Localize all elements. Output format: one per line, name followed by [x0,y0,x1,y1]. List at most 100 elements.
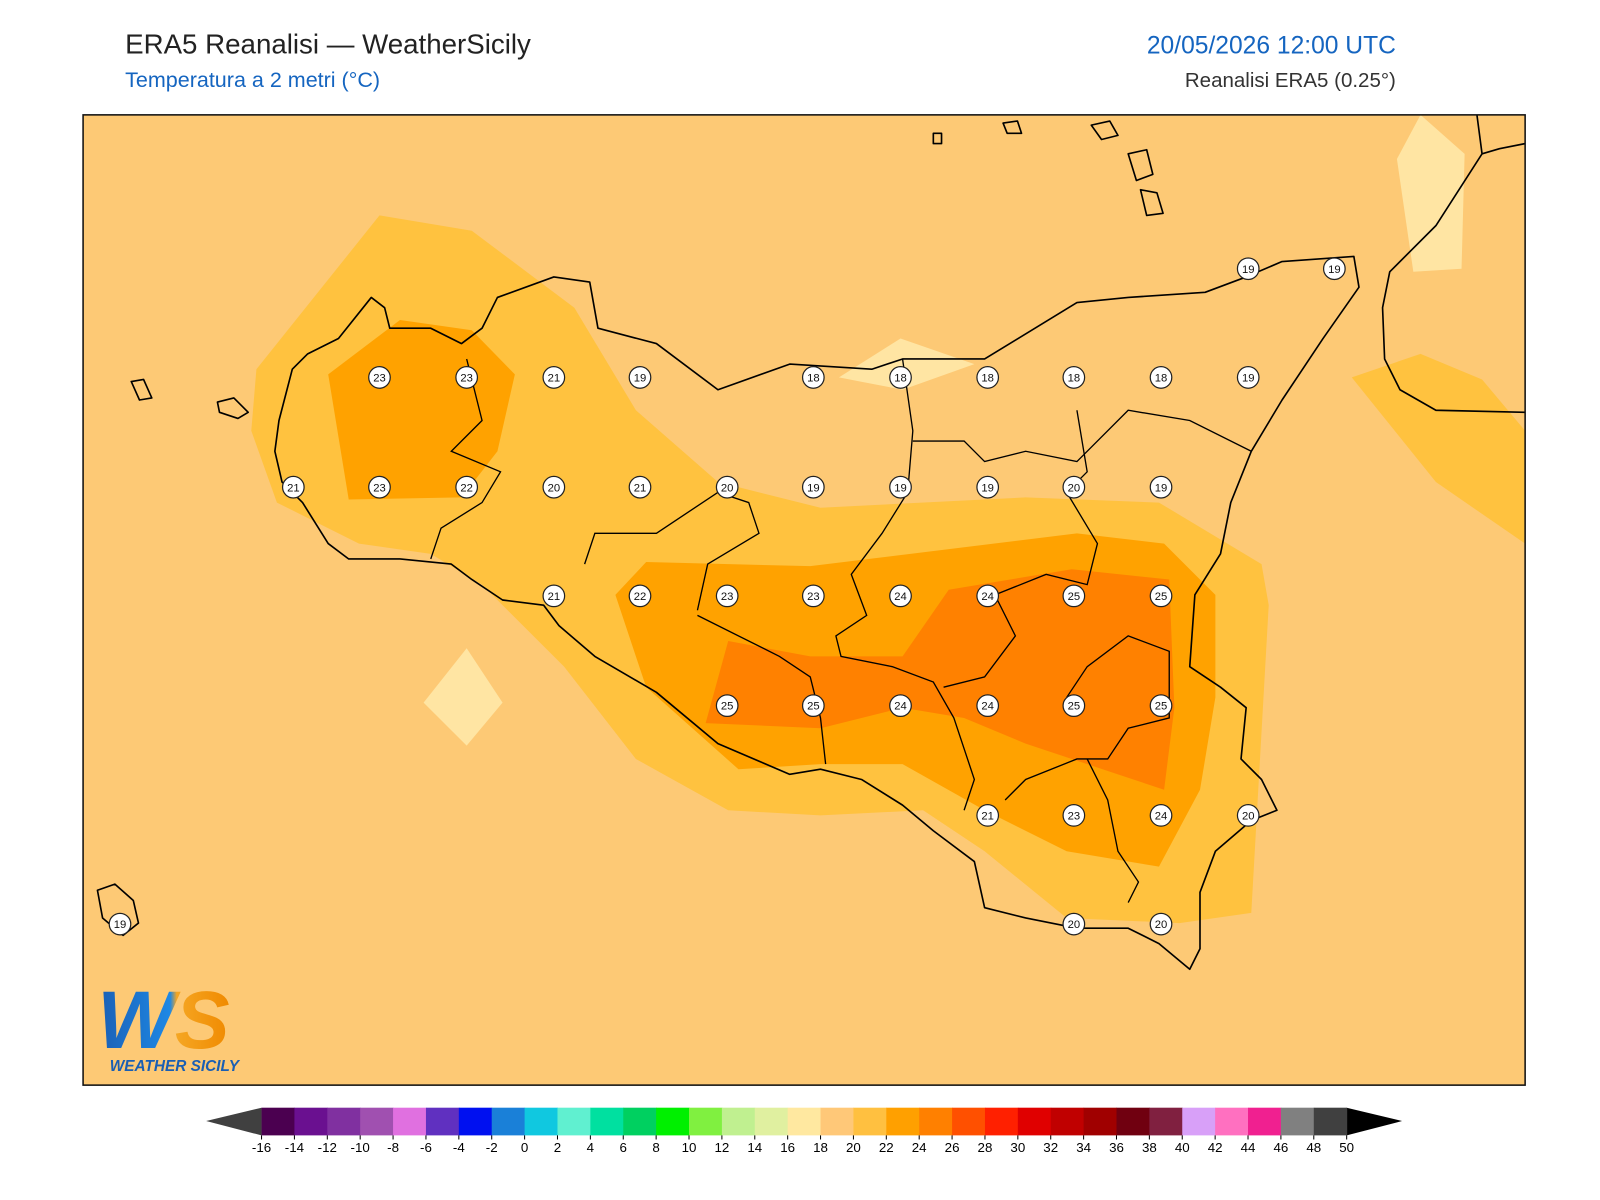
station-marker [455,475,479,499]
station-value: 21 [548,373,561,385]
station: 25 [801,694,825,718]
station-value: 21 [548,591,561,603]
colorbar-bin [1215,1107,1249,1136]
station-value: 25 [1068,701,1081,713]
station: 19 [1236,257,1260,281]
station-value: 19 [1328,264,1341,276]
station: 21 [976,804,1000,827]
station-marker [1062,694,1086,718]
station-marker [1236,366,1260,389]
colorbar-tick-label: 24 [912,1140,927,1155]
colorbar-bin [787,1107,822,1136]
station-value: 25 [807,701,820,713]
station-marker [542,475,566,499]
station-value: 20 [1155,919,1168,931]
colorbar-tick-label: 26 [945,1140,960,1155]
contour-16-18 [423,114,1465,746]
station-marker [1149,366,1173,389]
station: 19 [1236,366,1260,389]
station-marker [976,694,1000,718]
station: 23 [801,584,825,608]
colorbar-bin [261,1107,295,1136]
station: 25 [1149,584,1173,608]
colorbar-tick-label: 38 [1142,1140,1157,1155]
station: 24 [976,584,1000,608]
colorbar-bin [425,1107,460,1136]
colorbar-tick-label: -12 [318,1140,337,1155]
station-marker [976,804,1000,827]
colorbar-bin [557,1107,591,1136]
station: 19 [976,475,1000,499]
logo: WS WEATHER SICILY [97,975,240,1075]
station-marker [1149,694,1173,718]
station-value: 21 [634,482,647,494]
station-value: 19 [807,482,820,494]
map-area: 19 19 23 23 21 19 18 18 18 18 18 19 21 23 22 20 21 20 19 19… [83,114,1526,1086]
station-marker [715,584,739,608]
colorbar-bin [984,1107,1019,1136]
station: 23 [455,366,479,389]
colorbar-tick-label: 8 [652,1140,659,1155]
station: 21 [628,475,652,499]
colorbar-tick-label: -10 [351,1140,370,1155]
colorbar-tick-label: 40 [1175,1140,1190,1155]
colorbar-tick-label: 36 [1109,1140,1124,1155]
station: 23 [1062,804,1086,827]
station-value: 18 [981,373,994,385]
station: 20 [1062,475,1086,499]
colorbar-bin [524,1107,558,1136]
station-value: 25 [1155,701,1168,713]
station-value: 22 [634,591,647,603]
station-marker [801,694,825,718]
station-value: 21 [287,482,300,494]
station-marker [1149,475,1173,499]
colorbar-tick-label: 10 [682,1140,697,1155]
colorbar-tick-label: 32 [1043,1140,1058,1155]
station-value: 23 [721,591,734,603]
colorbar-tick-label: -6 [420,1140,432,1155]
station: 25 [1062,584,1086,608]
station-marker [455,366,479,389]
colorbar-bin [393,1107,427,1136]
station-value: 25 [1155,591,1168,603]
station-value: 24 [894,591,907,603]
station-value: 19 [634,373,647,385]
station-value: 21 [981,810,994,822]
station-value: 18 [894,373,907,385]
colorbar-tick-label: 20 [846,1140,861,1155]
station: 24 [1149,804,1173,827]
station-marker [1322,257,1346,281]
station-value: 18 [807,373,820,385]
station: 22 [455,475,479,499]
colorbar-tick-label: 0 [521,1140,528,1155]
station: 22 [628,584,652,608]
colorbar-bin [1017,1107,1052,1136]
station-value: 23 [460,373,473,385]
colorbar-tick-label: -14 [285,1140,305,1155]
station: 25 [715,694,739,718]
station: 23 [715,584,739,608]
station: 23 [368,366,391,389]
station-marker [715,475,739,499]
logo-mark: WS [97,975,229,1066]
station-marker [281,475,305,499]
station-marker [1149,912,1173,936]
station-value: 24 [981,701,994,713]
colorbar-tick-label: 14 [747,1140,762,1155]
station-value: 20 [548,482,561,494]
station: 18 [1062,366,1086,389]
colorbar-bin [1149,1107,1183,1136]
station: 20 [1236,804,1260,827]
station: 23 [368,475,391,499]
colorbar-bin [1248,1107,1282,1136]
station-marker [1062,366,1086,389]
station-marker [1149,804,1173,827]
station-marker [368,366,391,389]
station-marker [1062,804,1086,827]
colorbar-tick-label: 4 [587,1140,595,1155]
station-value: 23 [373,482,386,494]
colorbar-tick-label: 16 [780,1140,795,1155]
station-value: 19 [114,919,127,931]
colorbar-tick-label: 18 [813,1140,828,1155]
